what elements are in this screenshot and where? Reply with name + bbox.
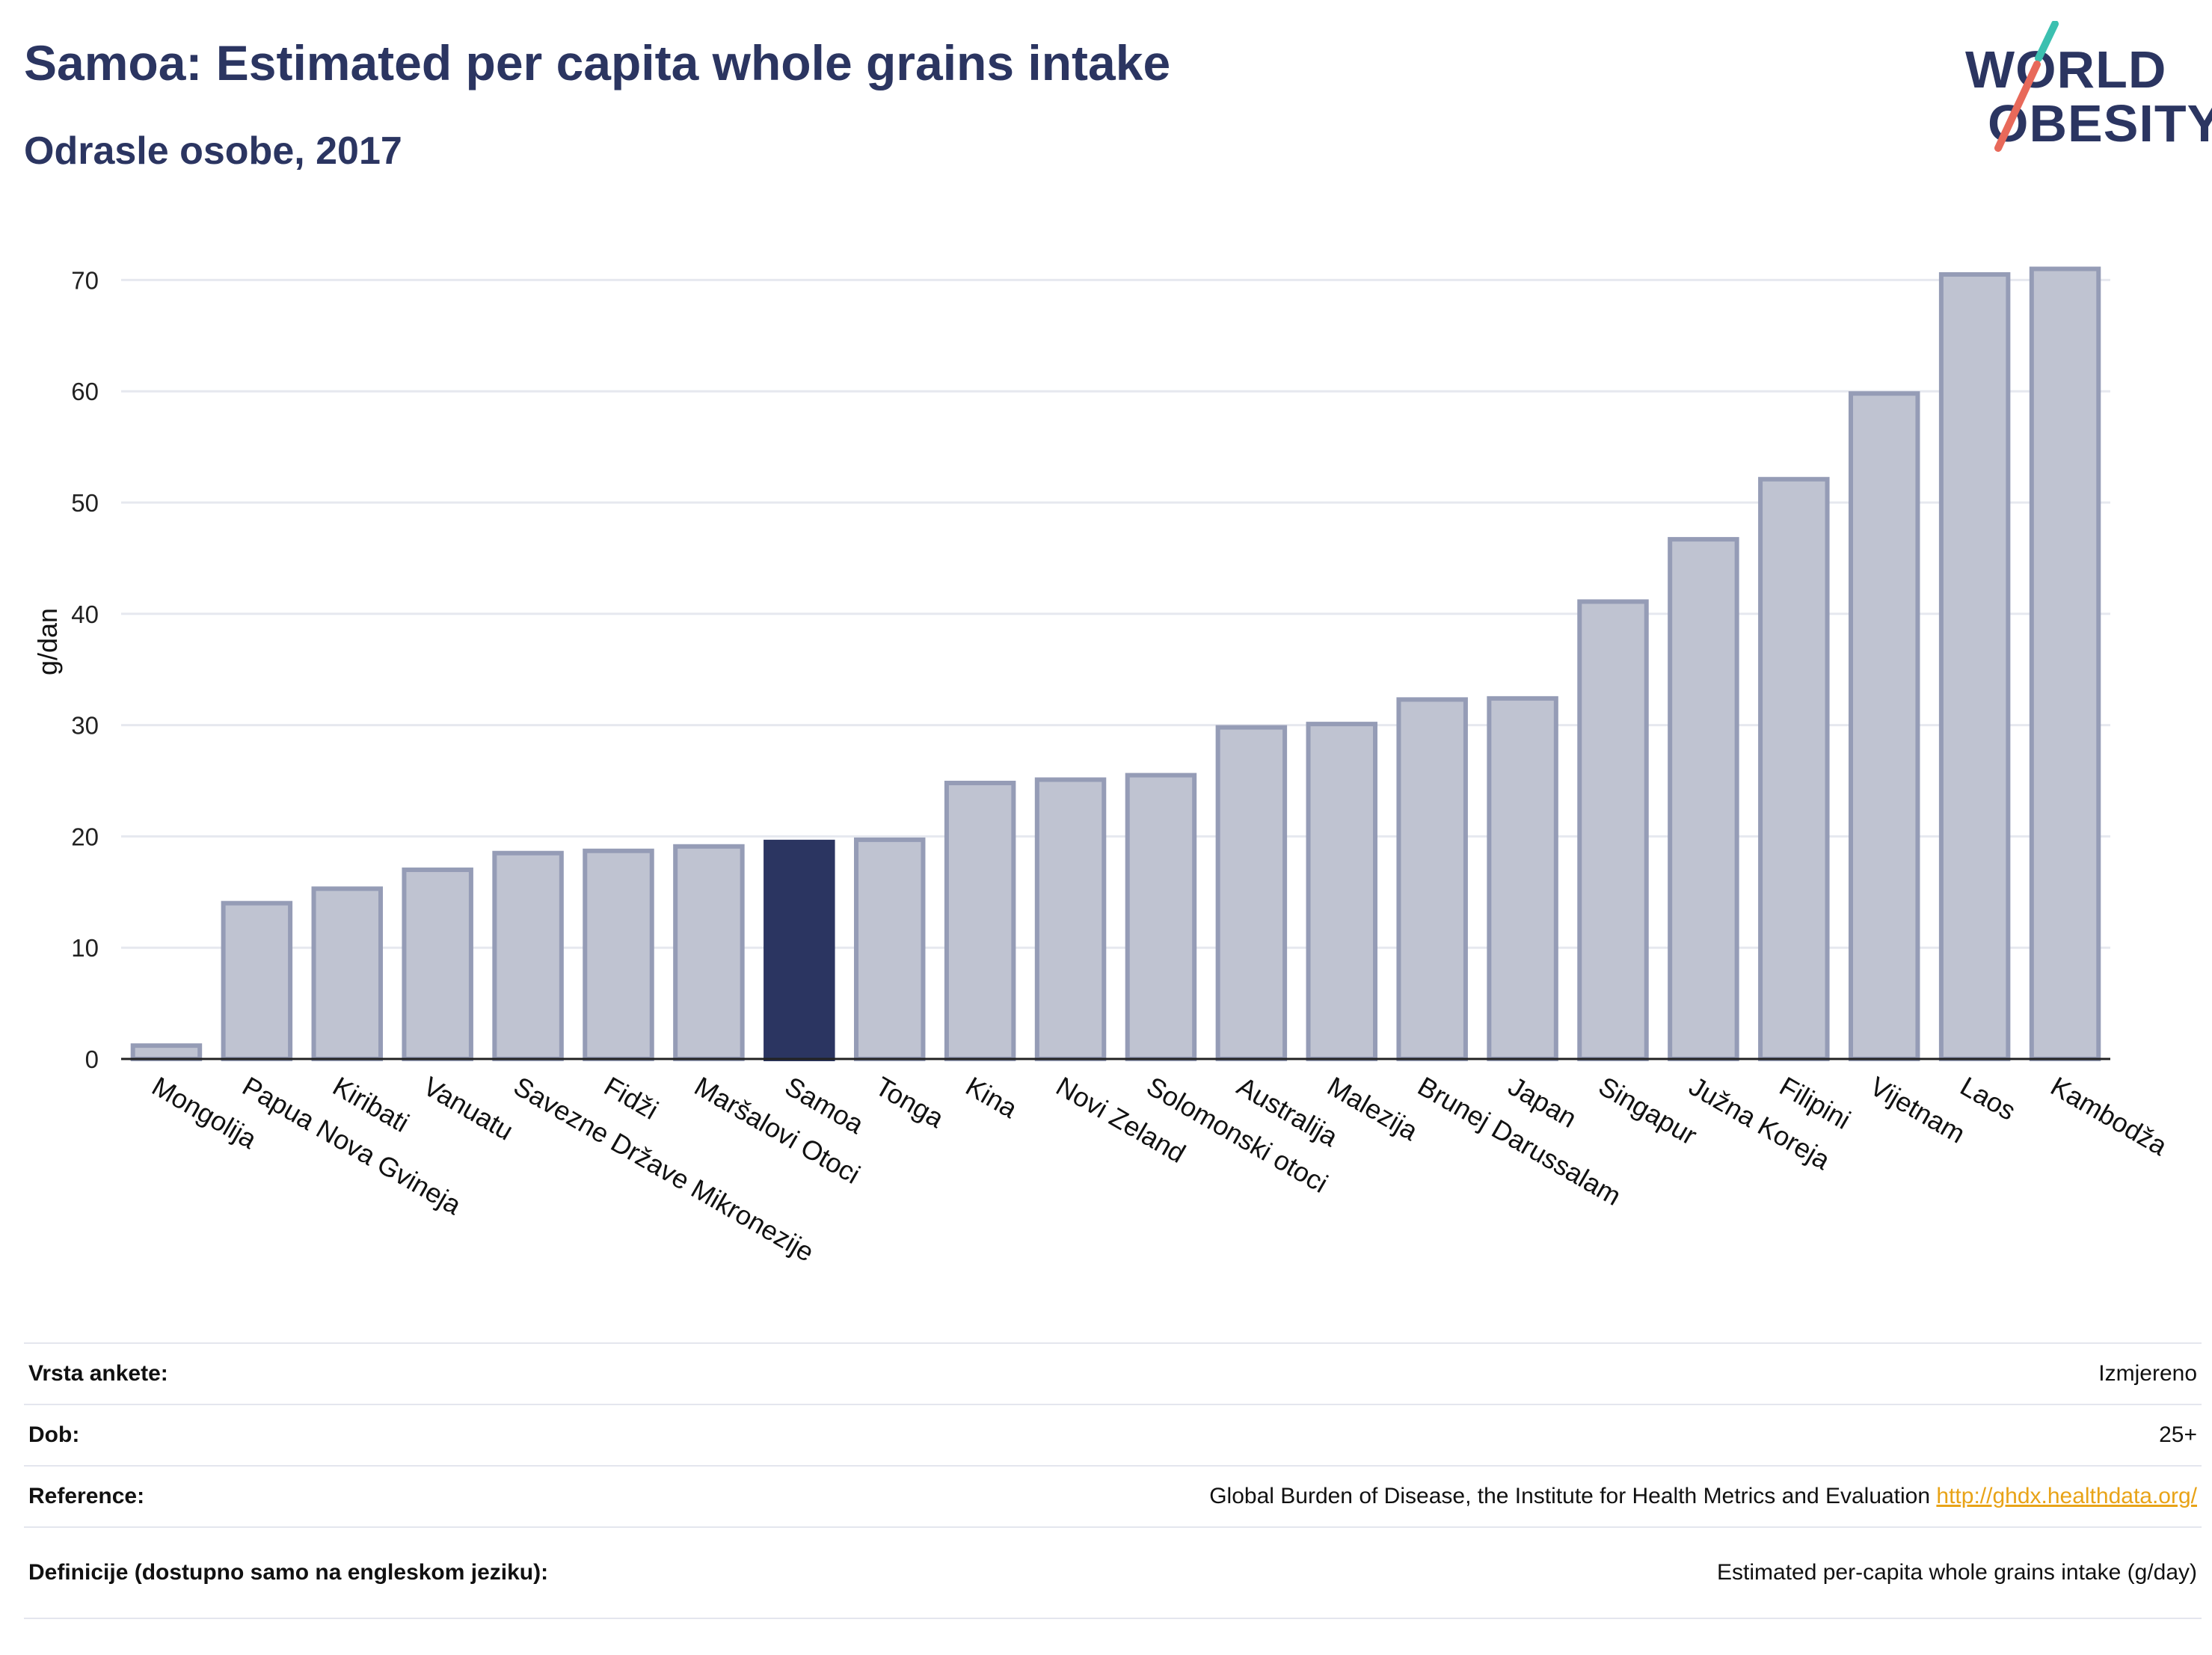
x-category-label: Vijetnam xyxy=(1865,1070,1970,1149)
info-value: Izmjereno xyxy=(571,1342,2202,1405)
info-row-reference: Reference: Global Burden of Disease, the… xyxy=(24,1465,2202,1528)
world-obesity-logo[interactable]: WORLD OBESITY xyxy=(1944,21,2212,156)
bar-savezne-države-mikronezije[interactable] xyxy=(492,850,564,1061)
bar-kiribati[interactable] xyxy=(311,886,384,1062)
chart-subtitle: Odrasle osobe, 2017 xyxy=(24,129,402,173)
x-category-label: Savezne Države Mikronezije xyxy=(509,1070,820,1268)
y-tick-label: 40 xyxy=(71,601,99,628)
reference-text: Global Burden of Disease, the Institute … xyxy=(1209,1484,1931,1508)
bar-laos[interactable] xyxy=(1938,271,2011,1062)
x-category-label: Tonga xyxy=(870,1070,950,1134)
x-category-label: Kambodža xyxy=(2046,1070,2173,1161)
x-category-label: Fidži xyxy=(599,1070,663,1126)
bar-australija[interactable] xyxy=(1215,725,1288,1061)
info-key: Dob: xyxy=(24,1404,571,1467)
bar-brunej-darussalam[interactable] xyxy=(1396,697,1468,1061)
info-table: Vrsta ankete: Izmjereno Dob: 25+ Referen… xyxy=(24,1342,2202,1619)
logo-line-2: OBESITY xyxy=(1988,94,2212,153)
y-tick-label: 50 xyxy=(71,489,99,517)
y-tick-label: 10 xyxy=(71,934,99,962)
info-value-cell: Global Burden of Disease, the Institute … xyxy=(571,1465,2202,1528)
bar-kambodža[interactable] xyxy=(2029,266,2101,1061)
bar-malezija[interactable] xyxy=(1306,722,1378,1061)
x-category-label: Singapur xyxy=(1594,1070,1702,1151)
bar-kina[interactable] xyxy=(944,780,1016,1061)
chart-title: Samoa: Estimated per capita whole grains… xyxy=(24,35,1171,90)
info-row-survey-type: Vrsta ankete: Izmjereno xyxy=(24,1342,2202,1405)
y-tick-label: 70 xyxy=(71,266,99,294)
logo-slash-icon xyxy=(1994,21,2059,152)
info-key: Vrsta ankete: xyxy=(24,1342,571,1405)
bar-maršalovi-otoci[interactable] xyxy=(673,844,745,1061)
bar-novi-zeland[interactable] xyxy=(1034,777,1107,1061)
x-category-label: Vanuatu xyxy=(418,1070,518,1146)
y-tick-label: 0 xyxy=(85,1045,99,1073)
y-tick-label: 20 xyxy=(71,823,99,850)
bar-tonga[interactable] xyxy=(853,837,926,1061)
bar-singapur[interactable] xyxy=(1577,599,1649,1061)
info-key: Definicije (dostupno samo na engleskom j… xyxy=(24,1526,571,1619)
info-row-age: Dob: 25+ xyxy=(24,1404,2202,1467)
bar-vijetnam[interactable] xyxy=(1848,391,1920,1061)
x-category-label: Kina xyxy=(961,1070,1024,1124)
info-row-definitions: Definicije (dostupno samo na engleskom j… xyxy=(24,1526,2202,1619)
bar-solomonski-otoci[interactable] xyxy=(1125,773,1197,1062)
bars xyxy=(130,266,2101,1062)
bar-vanuatu[interactable] xyxy=(402,868,473,1062)
info-key: Reference: xyxy=(24,1465,571,1528)
x-category-label: Laos xyxy=(1956,1070,2021,1126)
bar-fidži[interactable] xyxy=(583,848,654,1062)
bar-filipini[interactable] xyxy=(1758,476,1830,1061)
bar-papua-nova-gvineja[interactable] xyxy=(221,900,293,1062)
bar-mongolija[interactable] xyxy=(130,1043,203,1062)
bar-japan[interactable] xyxy=(1487,696,1558,1061)
y-axis-label: g/dan xyxy=(32,608,63,675)
bar-samoa[interactable] xyxy=(764,839,835,1061)
info-value: Estimated per-capita whole grains intake… xyxy=(571,1526,2202,1619)
logo-line-1: WORLD xyxy=(1965,40,2167,99)
info-value: 25+ xyxy=(571,1404,2202,1467)
y-tick-label: 60 xyxy=(71,378,99,405)
y-tick-label: 30 xyxy=(71,712,99,740)
bar-južna-koreja[interactable] xyxy=(1668,537,1739,1061)
reference-link[interactable]: http://ghdx.healthdata.org/ xyxy=(1936,1484,2197,1508)
